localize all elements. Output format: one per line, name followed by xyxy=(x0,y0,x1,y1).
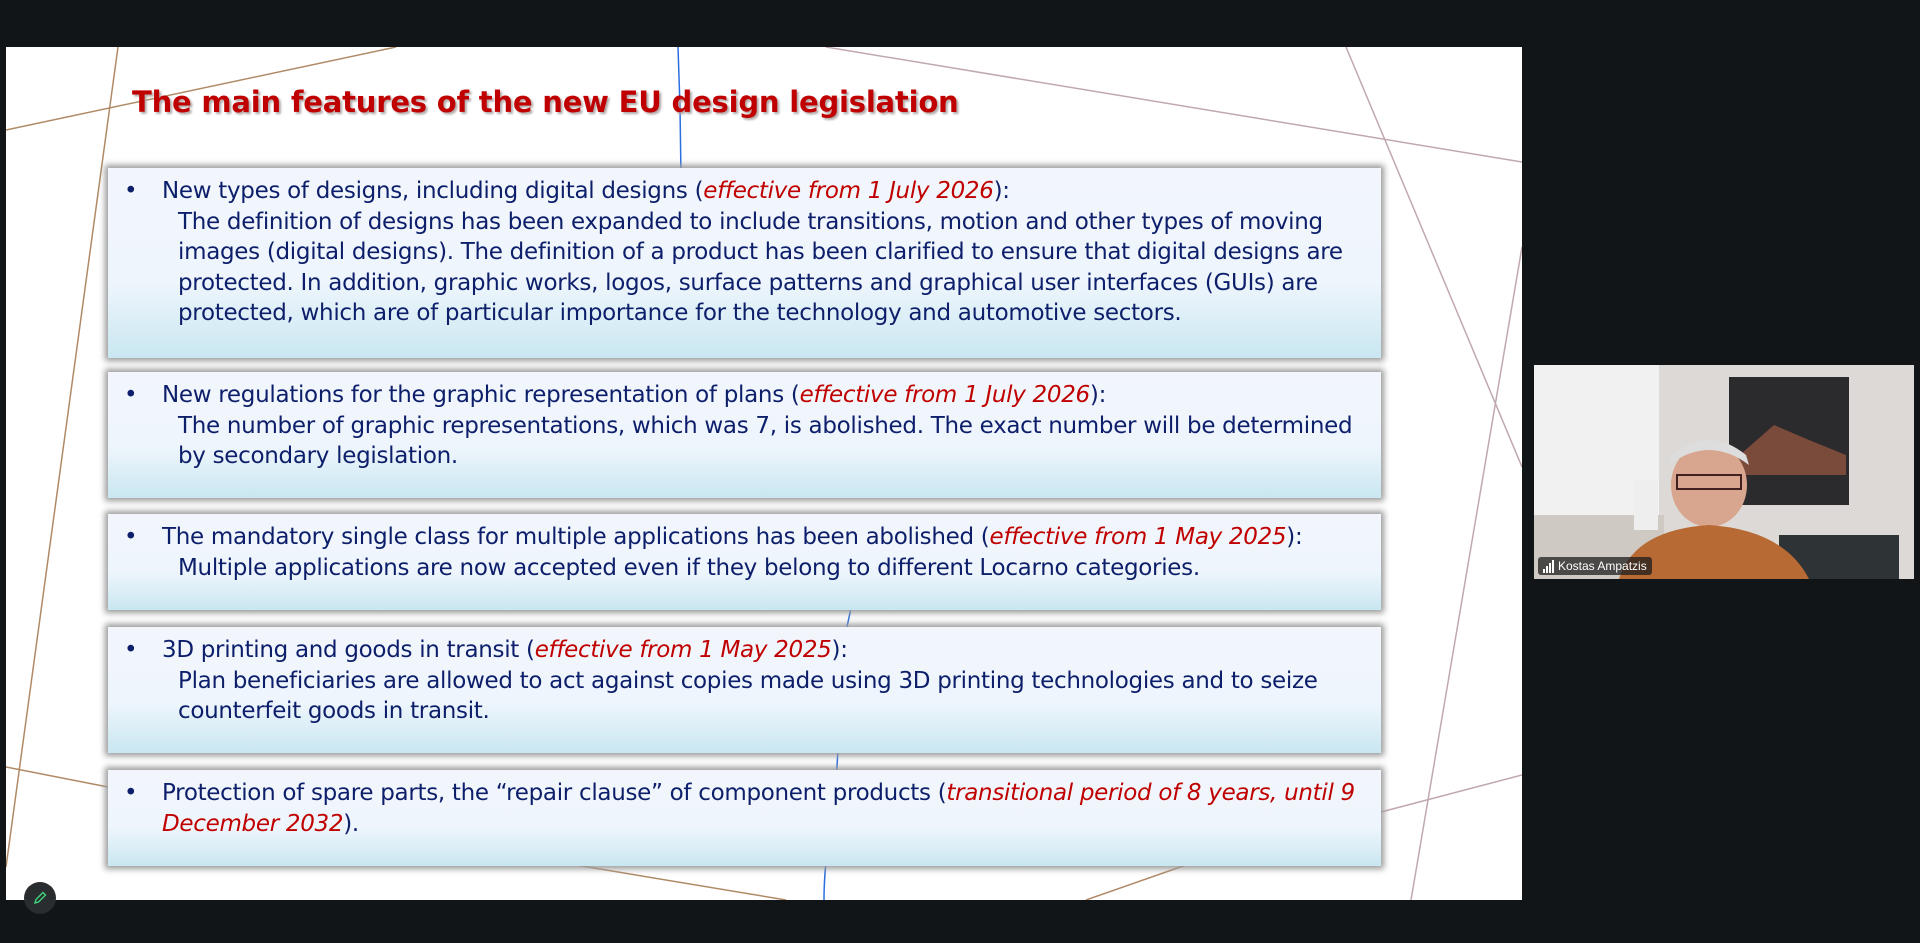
participant-video-image xyxy=(1534,365,1899,579)
feature-heading: New types of designs, including digital … xyxy=(162,178,704,204)
effective-date: effective from 1 May 2025 xyxy=(534,637,832,663)
heading-tail: ): xyxy=(1286,524,1303,550)
participant-video-tile[interactable]: Kostas Ampatzis xyxy=(1534,365,1914,579)
effective-date: December 2032 xyxy=(162,810,344,837)
effective-date: effective from 1 July 2026 xyxy=(799,382,1091,408)
effective-date: effective from 1 July 2026 xyxy=(703,178,994,204)
heading-tail: ). xyxy=(343,810,359,837)
feature-heading: Protection of spare parts, the “repair c… xyxy=(162,780,947,806)
effective-date: transitional period of 8 years, until 9 xyxy=(946,780,1355,806)
feature-box-spare-parts: • Protection of spare parts, the “repair … xyxy=(108,770,1381,866)
pencil-icon xyxy=(33,891,47,905)
bullet: • xyxy=(124,524,138,550)
feature-detail: Multiple applications are now accepted e… xyxy=(178,554,1200,581)
slide-title: The main features of the new EU design l… xyxy=(132,85,959,119)
signal-bars-icon xyxy=(1543,559,1554,573)
heading-tail: ): xyxy=(993,178,1010,204)
heading-tail: ): xyxy=(831,637,848,663)
participant-name-tag: Kostas Ampatzis xyxy=(1538,557,1652,575)
feature-detail: Plan beneficiaries are allowed to act ag… xyxy=(178,667,1318,694)
shared-slide: The main features of the new EU design l… xyxy=(6,47,1522,900)
feature-detail: protected, which are of particular impor… xyxy=(178,300,1182,326)
feature-heading: New regulations for the graphic represen… xyxy=(162,382,800,408)
feature-heading: The mandatory single class for multiple … xyxy=(162,524,990,550)
effective-date: effective from 1 May 2025 xyxy=(989,524,1287,550)
feature-box-3d-printing: • 3D printing and goods in transit (effec… xyxy=(108,627,1381,753)
feature-detail: The definition of designs has been expan… xyxy=(178,208,1323,235)
heading-tail: ): xyxy=(1089,382,1107,408)
feature-detail: The number of graphic representations, w… xyxy=(178,412,1353,439)
participant-name: Kostas Ampatzis xyxy=(1558,559,1647,573)
feature-box-graphic-representation: • New regulations for the graphic represe… xyxy=(108,372,1381,498)
feature-heading: 3D printing and goods in transit ( xyxy=(162,637,535,663)
bullet: • xyxy=(124,178,138,204)
annotate-button[interactable] xyxy=(24,882,56,914)
bullet: • xyxy=(124,637,138,663)
bullet: • xyxy=(124,780,138,806)
bullet: • xyxy=(124,382,138,408)
feature-box-multiple-applications: • The mandatory single class for multiple… xyxy=(108,514,1381,610)
feature-detail: by secondary legislation. xyxy=(178,443,458,469)
feature-detail: protected. In addition, graphic works, l… xyxy=(178,269,1318,296)
feature-box-digital-designs: • New types of designs, including digital… xyxy=(108,168,1381,358)
feature-detail: images (digital designs). The definition… xyxy=(178,239,1343,265)
feature-detail: counterfeit goods in transit. xyxy=(178,698,490,724)
